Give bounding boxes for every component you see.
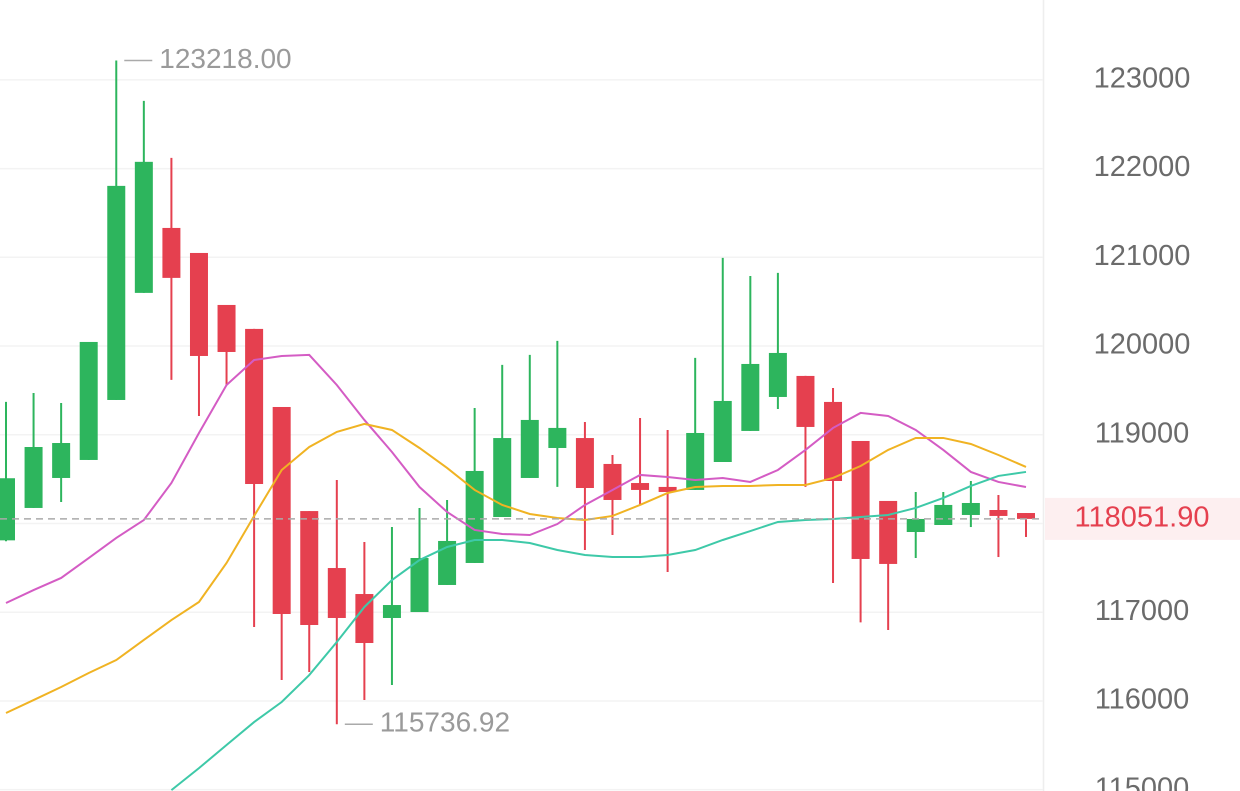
candle-body bbox=[217, 304, 236, 352]
candle-body bbox=[493, 438, 512, 518]
candle-body bbox=[768, 352, 787, 397]
candle-body bbox=[686, 432, 705, 490]
candle-body bbox=[934, 504, 953, 525]
candle-body bbox=[162, 227, 181, 278]
y-tick-label: 117000 bbox=[1095, 595, 1190, 627]
y-tick-label: 122000 bbox=[1094, 151, 1191, 183]
high-annotation: 123218.00 bbox=[159, 43, 291, 74]
low-annotation: 115736.92 bbox=[380, 707, 510, 738]
candle-body bbox=[658, 486, 677, 492]
candle-body bbox=[824, 401, 843, 481]
y-tick-label: 123000 bbox=[1094, 63, 1191, 95]
candle-body bbox=[741, 363, 760, 431]
y-tick-label: 120000 bbox=[1094, 329, 1191, 361]
candle-body bbox=[245, 328, 264, 485]
candle-body bbox=[438, 540, 457, 585]
candle-body bbox=[906, 518, 925, 533]
y-tick-label: 115000 bbox=[1095, 772, 1190, 791]
candle-body bbox=[548, 427, 567, 448]
y-tick-label: 119000 bbox=[1095, 417, 1190, 449]
candle-body bbox=[961, 502, 980, 515]
candle-body bbox=[631, 483, 650, 490]
candle-body bbox=[1017, 513, 1035, 519]
candle-body bbox=[52, 443, 71, 478]
candle-body bbox=[79, 341, 98, 460]
y-tick-label: 121000 bbox=[1094, 240, 1191, 272]
candle-body bbox=[410, 558, 429, 613]
candle-body bbox=[107, 185, 126, 400]
candle-body bbox=[134, 161, 153, 293]
moving-average-line bbox=[5, 353, 1027, 604]
candle-body bbox=[355, 594, 374, 644]
y-tick-label: 116000 bbox=[1095, 684, 1190, 716]
candle-body bbox=[272, 406, 291, 614]
candle-body bbox=[0, 478, 15, 541]
candle-body bbox=[189, 252, 208, 356]
last-price-tag bbox=[1045, 497, 1240, 540]
candle-body bbox=[603, 463, 622, 500]
candle-body bbox=[851, 440, 870, 559]
candle-body bbox=[520, 419, 539, 478]
candle-body bbox=[575, 438, 594, 488]
last-price-label: 118051.90 bbox=[1075, 502, 1210, 534]
candle-body bbox=[879, 500, 898, 564]
candle-body bbox=[989, 510, 1008, 516]
candle-body bbox=[300, 511, 319, 625]
moving-average-line bbox=[170, 470, 1027, 791]
candle-body bbox=[713, 400, 732, 463]
moving-average-line bbox=[5, 422, 1027, 714]
candle-body bbox=[327, 568, 346, 618]
candle-body bbox=[24, 447, 43, 508]
candle-body bbox=[382, 605, 401, 618]
candle-body bbox=[796, 375, 815, 427]
